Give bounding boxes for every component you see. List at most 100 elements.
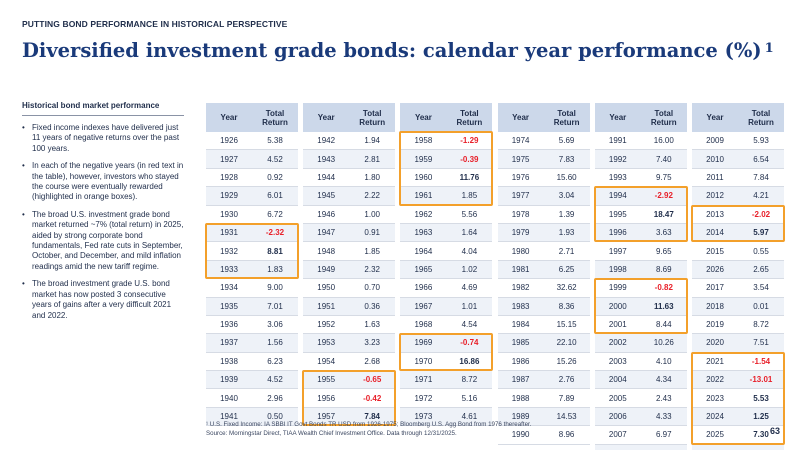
- table-row: 2003 4.10: [594, 353, 687, 372]
- year-cell: 1997: [608, 246, 627, 256]
- year-cell: 1980: [511, 246, 530, 256]
- sidebar-heading: Historical bond market performance: [22, 101, 184, 116]
- year-cell: 1942: [317, 136, 336, 146]
- year-cell: 2009: [706, 136, 724, 146]
- return-cell: 0.01: [753, 301, 769, 311]
- return-cell: 5.93: [753, 136, 769, 146]
- table-row: 2010 6.54: [692, 150, 784, 169]
- table-row: 1971 8.72: [400, 371, 493, 390]
- table-row: 2026?: [692, 444, 784, 450]
- year-cell: 1936: [220, 320, 238, 330]
- table-row: 2009 5.93: [692, 132, 784, 151]
- year-cell: 1939: [220, 375, 238, 385]
- year-cell: 1947: [317, 228, 336, 238]
- return-cell: 6.54: [753, 154, 769, 164]
- table-row: 2007 6.97: [594, 426, 687, 445]
- year-cell: 1974: [511, 136, 530, 146]
- return-cell: 9.75: [656, 172, 672, 182]
- year-cell: 1970: [414, 356, 433, 366]
- returns-table: Year Total Return 1942 1.94 1943 2.81 1944 1.80 1…: [303, 103, 396, 427]
- year-cell: 1967: [414, 301, 433, 311]
- table-row: 2013 -2.02: [692, 206, 784, 224]
- year-cell: 1948: [317, 246, 336, 256]
- table-row: 2015 0.55: [692, 242, 784, 261]
- year-cell: 1993: [608, 172, 627, 182]
- year-cell: 1965: [414, 264, 433, 274]
- return-cell: -0.42: [363, 393, 382, 403]
- year-cell: 1971: [414, 375, 433, 385]
- return-cell: -2.32: [265, 228, 285, 238]
- year-cell: 1976: [511, 172, 530, 182]
- table-row: 20085.24: [594, 444, 687, 450]
- year-cell: 2022: [706, 375, 724, 385]
- table-row: 2018 0.01: [692, 297, 784, 316]
- return-cell: 4.52: [267, 154, 283, 164]
- table-row: 1961 1.85: [400, 187, 493, 206]
- year-cell: 1991: [608, 136, 627, 146]
- return-cell: 4.69: [461, 283, 478, 293]
- return-cell: 1.85: [364, 246, 380, 256]
- table-row: 1978 1.39: [497, 206, 590, 224]
- table-row: 1954 2.68: [303, 353, 396, 372]
- table-row: 2022 -13.01: [692, 371, 784, 390]
- year-cell: 1966: [414, 283, 433, 293]
- return-cell: 6.97: [656, 430, 672, 440]
- return-cell: 4.04: [461, 246, 478, 256]
- year-cell: 1954: [317, 356, 336, 366]
- year-cell: 1956: [317, 393, 336, 403]
- return-cell: 22.10: [556, 338, 577, 348]
- table-row: 1997 9.65: [594, 242, 687, 261]
- year-cell: 1978: [511, 209, 530, 219]
- return-cell: 4.33: [656, 412, 672, 422]
- section-kicker: PUTTING BOND PERFORMANCE IN HISTORICAL P…: [22, 19, 288, 29]
- return-cell: 8.81: [267, 246, 283, 256]
- return-cell: 7.40: [656, 154, 672, 164]
- return-cell: 3.06: [267, 320, 283, 330]
- table-row: 2020 7.51: [692, 334, 784, 353]
- return-cell: 8.96: [558, 430, 575, 440]
- return-cell: 11.63: [654, 301, 674, 311]
- year-cell: 1955: [317, 375, 336, 385]
- return-cell: 0.92: [267, 172, 283, 182]
- table-row: 1964 4.04: [400, 242, 493, 261]
- table-row: 1990 8.96: [497, 426, 590, 445]
- table-row: 1972 5.16: [400, 389, 493, 408]
- year-cell: 2003: [608, 356, 627, 366]
- year-cell: 1985: [511, 338, 530, 348]
- return-header-line: Return: [359, 117, 386, 127]
- returns-table: Year Total Return 1974 5.69 1975 7.83 1976 15.60…: [497, 103, 590, 445]
- year-cell: 1953: [317, 338, 336, 348]
- return-cell: -0.82: [654, 283, 673, 293]
- year-cell: 1931: [220, 228, 238, 238]
- year-cell: 1950: [317, 283, 336, 293]
- year-cell: 2011: [706, 172, 724, 182]
- return-column-header: Total Return: [252, 109, 298, 127]
- year-cell: 2004: [608, 375, 627, 385]
- return-cell: -2.92: [654, 191, 673, 201]
- year-cell: 2007: [608, 430, 627, 440]
- year-cell: 2014: [706, 228, 724, 238]
- return-cell: 4.61: [461, 412, 478, 422]
- return-header-line: Total: [362, 108, 382, 118]
- return-cell: 2.71: [558, 246, 575, 256]
- table-header: Year Total Return: [692, 103, 784, 132]
- return-column-header: Total Return: [544, 109, 590, 127]
- return-column-header: Total Return: [641, 109, 687, 127]
- year-cell: 1958: [414, 136, 433, 146]
- table-row: 1959 -0.39: [400, 150, 493, 169]
- year-cell: 2025: [706, 430, 724, 440]
- return-cell: 15.15: [556, 320, 577, 330]
- table-row: 1962 5.56: [400, 206, 493, 224]
- year-cell: 2000: [608, 301, 627, 311]
- year-cell: 1933: [220, 264, 238, 274]
- sidebar-panel: Historical bond market performance Fixed…: [22, 101, 184, 321]
- return-header-line: Return: [456, 117, 483, 127]
- year-cell: 1926: [220, 136, 238, 146]
- return-cell: -0.39: [460, 154, 479, 164]
- table-row: 1966 4.69: [400, 279, 493, 298]
- year-cell: 1941: [220, 412, 238, 422]
- year-cell: 2023: [706, 393, 724, 403]
- table-header: Year Total Return: [594, 103, 687, 132]
- return-cell: 1.94: [364, 136, 380, 146]
- table-row: 2004 4.34: [594, 371, 687, 390]
